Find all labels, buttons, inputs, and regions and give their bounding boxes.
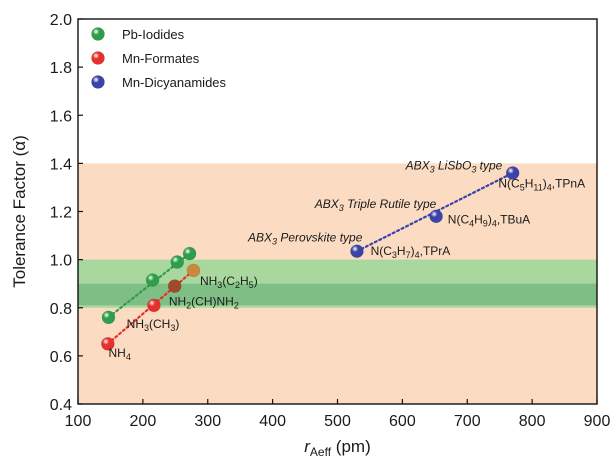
structure-label-2: ABX3 LiSbO3 type (405, 158, 503, 174)
y-axis-label: Tolerance Factor (α) (10, 135, 29, 288)
data-points (101, 166, 520, 351)
band-2 (78, 283, 597, 306)
legend-marker-2 (91, 75, 105, 89)
cation-label-0: NH4 (108, 346, 130, 362)
x-tick-label-5: 600 (389, 413, 416, 430)
structure-label-0: ABX3 Perovskite type (247, 231, 363, 247)
legend-marker-1 (91, 51, 105, 65)
y-tick-label-4: 1.2 (50, 205, 72, 222)
y-tick-label-5: 1.4 (50, 156, 72, 173)
x-tick-label-3: 400 (259, 413, 286, 430)
cation-label-6: N(C5H11)4,TPnA (498, 176, 585, 192)
cation-label-1: NH3(CH3) (127, 317, 180, 333)
cation-label-3: NH3(C2H5) (200, 274, 258, 290)
point-mn-dicyanamides-2 (505, 166, 520, 180)
y-tick-label-3: 1.0 (50, 253, 72, 270)
point-mn-dicyanamides-1 (429, 209, 443, 224)
point-pb-iodides-2 (170, 255, 185, 269)
y-tick-label-0: 0.4 (50, 397, 72, 414)
x-tick-label-6: 700 (454, 413, 481, 430)
point-mn-formates-3 (186, 263, 201, 278)
legend-label-2: Mn-Dicyanamides (122, 75, 227, 90)
axes: 100 200 300 400 500 600 700 800 900 0.4 0.6 0.8 1.0 1… (10, 12, 610, 459)
x-tick-label-1: 200 (130, 413, 157, 430)
legend-marker-0 (91, 27, 105, 41)
point-mn-dicyanamides-0 (350, 244, 364, 259)
x-tick-label-0: 100 (65, 413, 92, 430)
x-tick-label-8: 900 (584, 413, 611, 430)
y-tick-label-2: 0.8 (50, 301, 72, 318)
point-mn-formates-0 (101, 337, 115, 351)
x-axis-label: rAeff (pm) (304, 437, 370, 459)
cation-label-2: NH2(CH)NH2 (169, 294, 239, 310)
point-pb-iodides-1 (145, 273, 160, 287)
point-mn-formates-1 (147, 298, 161, 313)
annotations: NH4 NH3(CH3) NH2(CH)NH2 NH3(C2H5) N(C3H7)4,T… (108, 158, 585, 362)
cation-label-5: N(C4H9)4,TBuA (448, 213, 530, 229)
legend: Pb-Iodides Mn-Formates Mn-Dicyanamides (91, 27, 227, 90)
cation-label-4: N(C3H7)4,TPrA (371, 244, 451, 260)
structure-label-1: ABX3 Triple Rutile type (314, 197, 437, 213)
legend-label-0: Pb-Iodides (122, 27, 185, 42)
point-pb-iodides-0 (101, 310, 116, 325)
x-tick-label-2: 300 (194, 413, 221, 430)
y-tick-label-7: 1.8 (50, 60, 72, 77)
x-tick-label-7: 800 (519, 413, 546, 430)
background-bands (78, 163, 597, 404)
legend-label-1: Mn-Formates (122, 51, 200, 66)
y-tick-label-8: 2.0 (50, 12, 72, 29)
point-mn-formates-2 (167, 279, 182, 293)
point-pb-iodides-3 (182, 246, 197, 261)
y-tick-label-6: 1.6 (50, 108, 72, 125)
y-tick-label-1: 0.6 (50, 349, 72, 366)
x-tick-label-4: 500 (324, 413, 351, 430)
